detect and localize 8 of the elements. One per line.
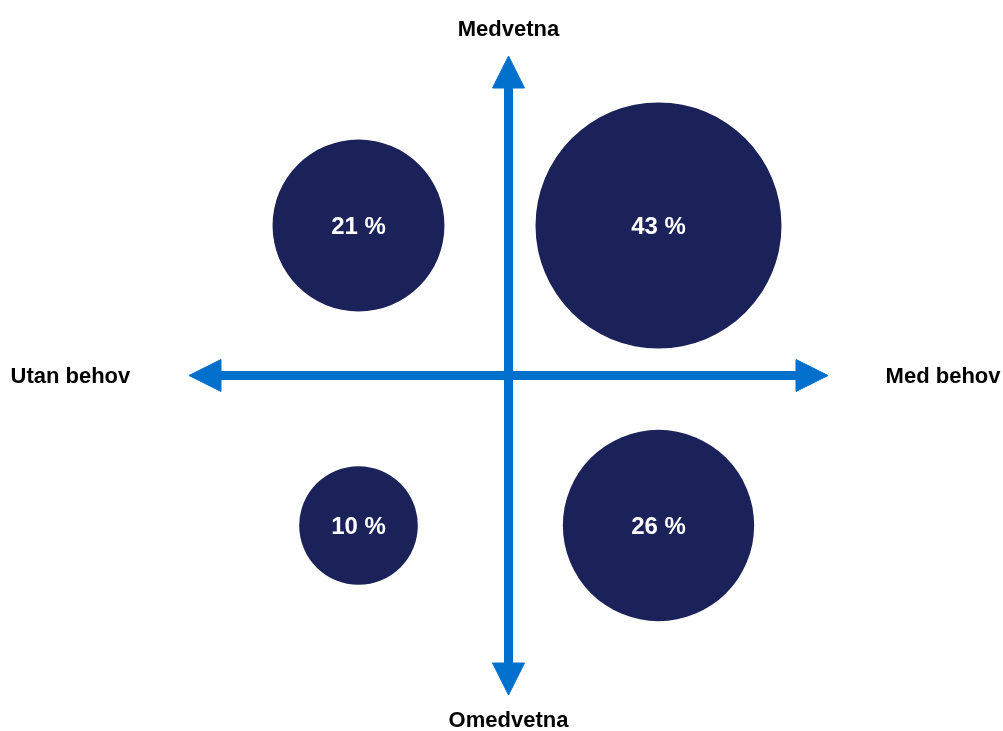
text: Med behov (885, 363, 1002, 388)
text: Omedvetna (448, 707, 570, 731)
data-label: 21 % (331, 212, 386, 239)
data-label: 10 % (331, 512, 386, 539)
data-label: 26 % (631, 512, 686, 539)
text: Medvetna (457, 16, 560, 41)
text: Utan behov (10, 363, 132, 388)
data-label: 43 % (631, 212, 686, 239)
